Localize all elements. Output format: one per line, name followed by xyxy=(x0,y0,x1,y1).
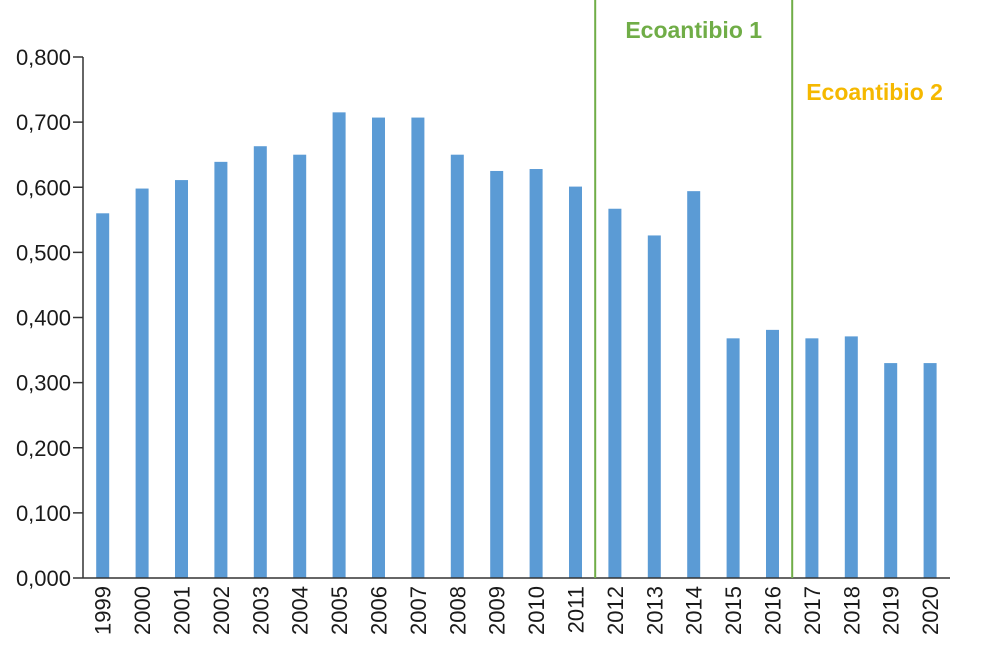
x-tick-label: 2019 xyxy=(879,586,904,635)
y-tick-label: 0,300 xyxy=(16,371,71,396)
bar-2009 xyxy=(490,170,504,578)
y-tick-label: 0,200 xyxy=(16,436,71,461)
x-axis: 1999 2000 2001 2002 2003 2004 2005 2006 2007 2008… xyxy=(83,577,950,635)
x-tick-label: 1999 xyxy=(91,586,116,635)
x-tick-label: 2005 xyxy=(327,586,352,635)
x-tick-label: 2008 xyxy=(445,586,470,635)
x-tick-label: 2002 xyxy=(209,586,234,635)
bar-2003 xyxy=(253,146,267,578)
x-tick-label: 2009 xyxy=(485,586,510,635)
y-tick-label: 0,100 xyxy=(16,501,71,526)
x-tick-label: 2013 xyxy=(642,586,667,635)
bar-1999 xyxy=(96,213,110,579)
y-tick-label: 0,500 xyxy=(16,240,71,265)
bar-2000 xyxy=(135,188,149,579)
bar-2019 xyxy=(884,363,898,578)
x-tick-label: 2014 xyxy=(682,586,707,635)
bar-2017 xyxy=(805,338,819,578)
bars xyxy=(96,112,937,579)
y-tick-label: 0,800 xyxy=(16,45,71,70)
x-tick-label: 2020 xyxy=(918,586,943,635)
bar-2013 xyxy=(647,235,661,578)
bar-2007 xyxy=(411,117,425,578)
period-dividers xyxy=(594,0,794,578)
bar-2014 xyxy=(687,191,701,578)
period-label-ecoantibio-2: Ecoantibio 2 xyxy=(806,79,943,105)
x-tick-label: 2016 xyxy=(761,586,786,635)
bar-2010 xyxy=(529,169,543,578)
bar-2012 xyxy=(608,208,622,578)
x-tick-label: 2015 xyxy=(721,586,746,635)
x-tick-label: 2011 xyxy=(564,586,589,633)
bar-2016 xyxy=(766,329,779,578)
x-tick-label: 2001 xyxy=(170,586,195,635)
y-tick-label: 0,000 xyxy=(16,566,71,591)
x-tick-label: 2000 xyxy=(130,586,155,635)
bar-2015 xyxy=(726,338,740,578)
bar-2005 xyxy=(332,112,346,578)
bar-2002 xyxy=(214,161,228,578)
period-label-ecoantibio-1: Ecoantibio 1 xyxy=(625,17,762,43)
x-tick-label: 2010 xyxy=(524,586,549,635)
y-axis: 0,000 0,100 0,200 0,300 0,400 0,500 0,600 0,700… xyxy=(16,45,84,591)
x-tick-label: 2007 xyxy=(406,586,431,635)
bar-2008 xyxy=(450,154,464,578)
bar-2011 xyxy=(569,186,582,578)
bar-2006 xyxy=(372,117,385,578)
x-tick-label: 2006 xyxy=(367,586,392,635)
x-tick-label: 2012 xyxy=(603,586,628,635)
x-tick-label: 2004 xyxy=(288,586,313,635)
x-tick-label: 2003 xyxy=(248,586,273,635)
y-tick-label: 0,700 xyxy=(16,110,71,135)
period-annotations: Ecoantibio 1 Ecoantibio 2 xyxy=(625,17,943,105)
bar-2001 xyxy=(175,180,188,578)
bar-2018 xyxy=(844,336,858,578)
y-tick-label: 0,600 xyxy=(16,175,71,200)
y-tick-label: 0,400 xyxy=(16,306,71,331)
x-tick-label: 2017 xyxy=(800,586,825,635)
bar-2004 xyxy=(293,154,307,578)
x-tick-label: 2018 xyxy=(839,586,864,635)
bar-2020 xyxy=(923,363,937,578)
